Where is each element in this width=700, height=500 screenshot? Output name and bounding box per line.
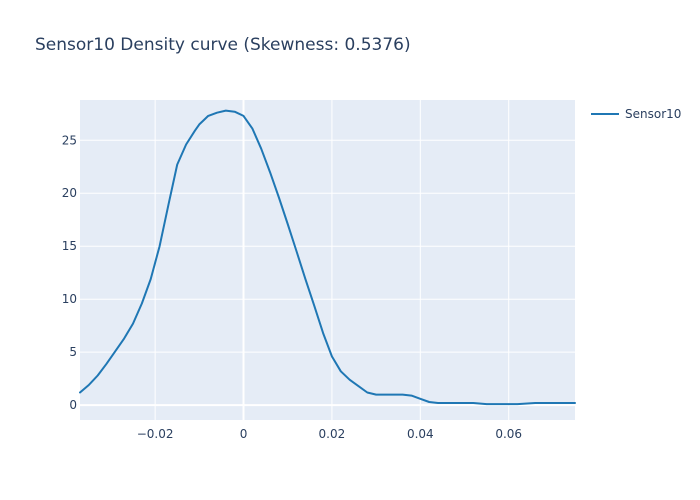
x-axis-ticks: −0.02 0 0.02 0.04 0.06 (137, 427, 522, 441)
y-axis-ticks: 0 5 10 15 20 25 (62, 133, 77, 412)
series-line-sensor10 (79, 109, 576, 406)
x-tick-label: 0 (240, 427, 248, 441)
y-tick-label: 25 (62, 133, 77, 147)
y-tick-label: 15 (62, 239, 77, 253)
y-tick-label: 20 (62, 186, 77, 200)
plot-background (80, 100, 575, 420)
gridlines (80, 100, 575, 420)
x-tick-label: 0.06 (495, 427, 522, 441)
y-tick-label: 5 (69, 345, 77, 359)
y-tick-label: 10 (62, 292, 77, 306)
legend-label-sensor10: Sensor10 (625, 107, 681, 121)
x-tick-label: 0.04 (407, 427, 434, 441)
x-tick-label: 0.02 (319, 427, 346, 441)
legend[interactable]: Sensor10 (591, 107, 681, 121)
y-tick-label: 0 (69, 398, 77, 412)
plot-area[interactable] (79, 100, 576, 420)
series-layer (79, 109, 576, 406)
chart-title: Sensor10 Density curve (Skewness: 0.5376… (35, 35, 411, 55)
x-tick-label: −0.02 (137, 427, 174, 441)
